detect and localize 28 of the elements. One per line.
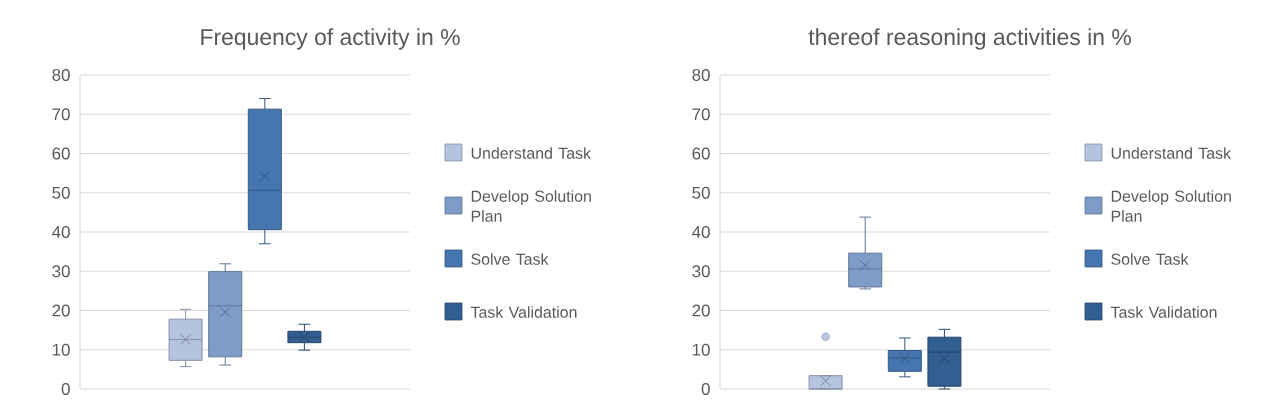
y-tick-label: 10 (52, 343, 70, 356)
chart-title: Frequency of activity in % (201, 28, 460, 50)
y-tick-label: 20 (52, 304, 70, 317)
legend-label: Develop Solution Plan (1111, 190, 1231, 222)
legend-label: Solve Task (471, 253, 549, 265)
y-tick-label: 50 (692, 186, 710, 199)
legend-label: Understand Task (1111, 147, 1232, 159)
y-tick-label: 0 (701, 383, 710, 395)
y-tick-label: 30 (692, 265, 710, 278)
legend-label: Develop Solution Plan (471, 190, 591, 222)
chart-title: thereof reasoning activities in % (808, 28, 1131, 50)
y-tick-label: 70 (52, 108, 70, 121)
legend-label: Task Validation (1110, 306, 1217, 318)
legend-label: Task Validation (470, 306, 577, 318)
y-tick-label: 0 (61, 383, 70, 395)
y-tick-label: 80 (692, 69, 710, 81)
legend-label: Understand Task (471, 147, 592, 159)
y-tick-label: 10 (692, 343, 710, 356)
y-tick-label: 60 (692, 147, 710, 160)
y-tick-label: 40 (52, 226, 70, 238)
legend-label: Solve Task (1111, 253, 1189, 265)
y-tick-label: 40 (692, 226, 710, 238)
y-tick-label: 50 (52, 186, 70, 199)
y-tick-label: 70 (692, 108, 710, 121)
y-tick-label: 30 (52, 265, 70, 278)
y-tick-label: 20 (692, 304, 710, 317)
y-tick-label: 60 (52, 147, 70, 160)
y-tick-label: 80 (52, 69, 70, 81)
